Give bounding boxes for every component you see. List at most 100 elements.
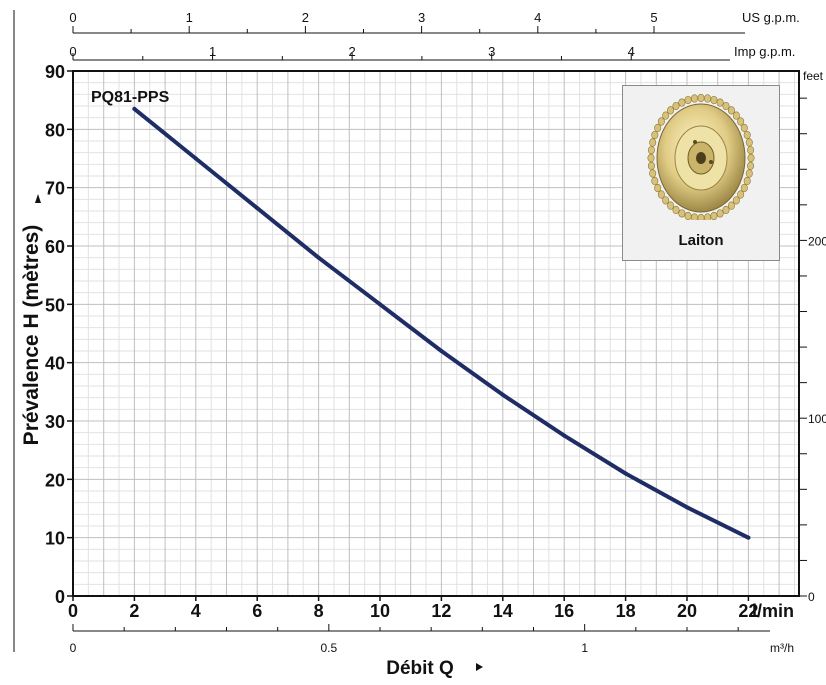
curve-point [132,106,137,111]
impeller-tooth [732,111,740,120]
x-unit-label: l/min [752,601,794,621]
impeller-tooth [662,111,670,120]
series-label: PQ81-PPS [91,89,170,106]
impeller-tooth [647,153,655,163]
y-tick-label: 80 [45,120,65,140]
x-tick-label: 18 [616,601,636,621]
us-tick-label: 4 [534,10,541,25]
impeller-tooth [672,205,680,215]
y-tick-label: 20 [45,470,65,490]
x-tick-label: 0 [68,601,78,621]
impeller-tooth [727,106,735,115]
x-tick-label: 2 [129,601,139,621]
inset-caption: Laiton [678,232,724,249]
top-axes: 0 1 2 3 4 5 US g.p.m. 0 1 2 3 4 Imp g.p.m. [69,10,800,61]
impeller-tooth [684,95,692,105]
x-tick-label: 10 [370,601,390,621]
impeller-tooth [678,98,686,107]
y-tick-label: 70 [45,179,65,199]
y-tick-label: 30 [45,412,65,432]
impeller-tooth [667,201,675,210]
y-axis: 0 10 20 30 40 50 60 70 80 90 [45,62,73,607]
feet-tick-label: 200 [808,234,826,248]
series [132,106,751,540]
impeller-tooth [654,123,662,133]
y-tick-label: 40 [45,354,65,374]
impeller-tooth [654,183,662,193]
us-unit-label: US g.p.m. [742,10,800,25]
impeller-tooth [704,94,712,103]
us-tick-label: 5 [650,10,657,25]
impeller-tooth [690,213,698,220]
curve-point [193,156,198,161]
impeller-tooth [662,196,670,205]
y-tick-label: 0 [55,587,65,607]
us-tick-label: 0 [69,10,76,25]
impeller-tooth [737,117,745,126]
impeller-tooth [732,196,740,205]
x-axis-arrow-icon [476,663,483,671]
minor-grid [73,71,799,596]
impeller-tooth [647,146,655,155]
us-tick-label: 2 [302,10,309,25]
impeller-tooth [745,169,753,178]
x-axis: 0 2 4 6 8 10 12 14 16 18 20 22l/min [68,596,794,621]
impeller-tooth [697,213,705,220]
impeller-tooth [647,161,655,170]
m3h-tick-label: 0 [70,641,77,655]
curve-point [378,302,382,307]
imp-tick-label: 2 [349,44,356,59]
impeller-tooth [745,138,753,147]
x-tick-label: 16 [554,601,574,621]
impeller-tooth [684,211,692,220]
impeller-tooth [716,98,724,107]
impeller-tooth [651,130,659,140]
impeller-tooth [722,205,730,215]
impeller-tooth [747,153,755,163]
impeller-inset: Laiton [622,85,780,261]
imp-tick-label: 0 [69,44,76,59]
impeller-tooth [743,130,751,140]
impeller-tooth [657,117,665,126]
x-tick-label: 12 [431,601,451,621]
bottom-axis-m3h: 0 0.5 1 m³/h [70,624,794,655]
y-tick-label: 10 [45,529,65,549]
impeller-tooth [722,101,730,111]
impeller-tooth [727,201,735,210]
y-axis-arrow-icon [35,194,41,203]
impeller-tooth [657,190,665,199]
right-axis-feet: 0 100 200 feet [799,69,826,604]
impeller-tooth [649,169,657,178]
imp-tick-label: 3 [488,44,495,59]
impeller-tooth [697,93,705,103]
y-axis-title: Prévalence H (mètres) [20,225,43,446]
impeller-tooth [649,138,657,147]
impeller-tooth [672,101,680,111]
impeller-tooth [667,106,675,115]
x-tick-label: 14 [493,601,513,621]
feet-tick-label: 0 [808,590,815,604]
impeller-tooth [651,176,659,186]
curve-point [255,206,260,211]
impeller-tooth [737,190,745,199]
feet-unit-label: feet [803,69,824,83]
imp-unit-label: Imp g.p.m. [734,44,795,59]
x-tick-label: 22 [738,601,758,621]
x-tick-label: 4 [191,601,201,621]
curve-point [500,392,505,397]
impeller-tooth [747,146,755,155]
y-tick-label: 90 [45,62,65,82]
plot-frame [13,10,800,652]
m3h-unit-label: m³/h [770,641,794,655]
x-tick-label: 8 [314,601,324,621]
us-tick-label: 3 [418,10,425,25]
feet-tick-label: 100 [808,412,826,426]
x-tick-label: 6 [252,601,262,621]
impeller-tooth [690,94,698,103]
us-tick-label: 1 [186,10,193,25]
plot-border [72,70,800,597]
curve-point [316,255,321,260]
brass-impeller-icon [647,93,755,220]
